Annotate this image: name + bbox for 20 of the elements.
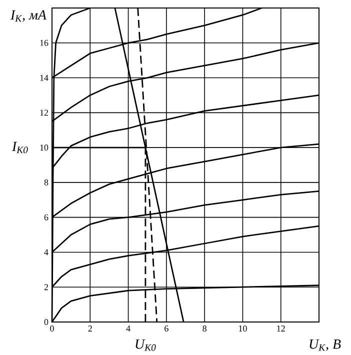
x-tick-label: 6 (164, 326, 168, 332)
y-tick-label: 4 (44, 249, 48, 256)
y-tick-label: 14 (40, 74, 48, 81)
y-axis-title: I$_{К}$, мА (10, 10, 47, 22)
y-tick-label: 8 (44, 179, 48, 186)
y-tick-label: 2 (44, 284, 48, 290)
y-tick-label: 12 (40, 110, 48, 116)
x-tick-label: 0 (50, 326, 54, 332)
x-axis-title: U$_{К}$, В (310, 340, 341, 351)
y-tick-label: 0 (44, 318, 48, 326)
y-tick-label: 10 (40, 144, 48, 151)
x-tick-label: 8 (202, 326, 206, 332)
annotation: I$_{К0}$ (12, 142, 28, 154)
x-tick-label: 2 (88, 326, 92, 332)
y-tick-label: 6 (44, 214, 48, 220)
x-tick-label: 12 (277, 326, 285, 332)
annotation: U$_{К0}$ (136, 340, 156, 351)
y-tick-label: 16 (40, 40, 48, 46)
x-tick-label: 10 (239, 326, 247, 332)
x-tick-label: 4 (126, 326, 130, 332)
